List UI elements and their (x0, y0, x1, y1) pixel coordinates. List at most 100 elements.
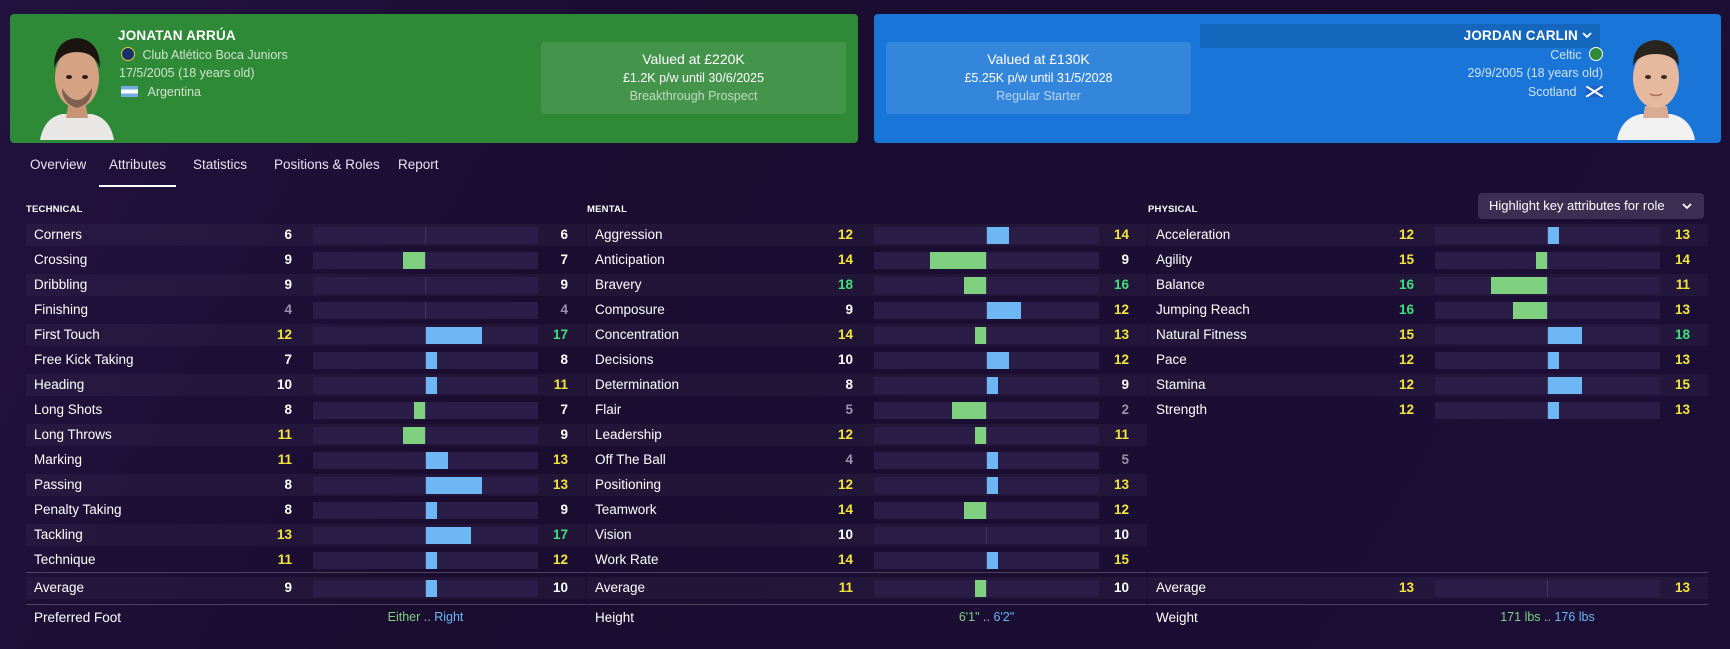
player-photo-left[interactable] (32, 22, 122, 140)
attribute-value-right: 15 (1113, 552, 1129, 567)
attribute-row[interactable]: Technique 11 12 (26, 549, 586, 571)
attribute-row[interactable]: Concentration 14 13 (587, 324, 1147, 346)
attribute-bar (313, 402, 538, 419)
attribute-bar (874, 477, 1099, 494)
bar-midline (425, 452, 426, 469)
attribute-row[interactable]: Jumping Reach 16 13 (1148, 299, 1708, 321)
attribute-row[interactable]: Natural Fitness 15 18 (1148, 324, 1708, 346)
attribute-name: Corners (34, 227, 83, 242)
tab-report[interactable]: Report (398, 157, 439, 172)
bar-fill-right (426, 527, 471, 544)
attribute-row[interactable]: Acceleration 12 13 (1148, 224, 1708, 246)
tab-statistics[interactable]: Statistics (193, 157, 248, 172)
bar-midline (1547, 402, 1548, 419)
bar-fill-right (426, 580, 438, 597)
attribute-row[interactable]: Positioning 12 13 (587, 474, 1147, 496)
attribute-bar (313, 427, 538, 444)
attribute-row[interactable]: Stamina 12 15 (1148, 374, 1708, 396)
extra-value-left: 6'1" (958, 610, 980, 624)
attribute-row[interactable]: Crossing 9 7 (26, 249, 586, 271)
attribute-value-left: 12 (1398, 352, 1414, 367)
dob-right: 29/9/2005 (18 years old) (1467, 66, 1603, 80)
attribute-row[interactable]: Bravery 18 16 (587, 274, 1147, 296)
attribute-bar (313, 377, 538, 394)
attribute-row[interactable]: Leadership 12 11 (587, 424, 1147, 446)
bar-midline (986, 502, 987, 519)
average-bar (874, 580, 1099, 597)
attribute-name: Long Throws (34, 427, 112, 442)
divider (1148, 572, 1708, 573)
attribute-row[interactable]: Dribbling 9 9 (26, 274, 586, 296)
nation-row-left: Argentina (121, 85, 201, 99)
attribute-row[interactable]: Passing 8 13 (26, 474, 586, 496)
attribute-name: Stamina (1156, 377, 1206, 392)
tab-overview[interactable]: Overview (30, 157, 87, 172)
attribute-value-right: 17 (552, 327, 568, 342)
attribute-bar (874, 227, 1099, 244)
player-name-left[interactable]: JONATAN ARRÚA (118, 28, 236, 43)
attribute-bar (313, 302, 538, 319)
extra-label: Preferred Foot (34, 610, 122, 625)
bar-midline (1547, 302, 1548, 319)
attribute-row[interactable]: Off The Ball 4 5 (587, 449, 1147, 471)
attribute-name: Vision (595, 527, 632, 542)
attribute-row[interactable]: Marking 11 13 (26, 449, 586, 471)
bar-midline (1547, 580, 1548, 597)
attribute-row[interactable]: Finishing 4 4 (26, 299, 586, 321)
attribute-row[interactable]: Vision 10 10 (587, 524, 1147, 546)
attribute-row[interactable]: Decisions 10 12 (587, 349, 1147, 371)
average-bar (313, 580, 538, 597)
nation-left[interactable]: Argentina (147, 85, 201, 99)
attribute-row[interactable]: Balance 16 11 (1148, 274, 1708, 296)
bar-fill-left (1491, 277, 1547, 294)
bar-fill-right (1548, 327, 1582, 344)
attribute-row[interactable]: Work Rate 14 15 (587, 549, 1147, 571)
attribute-value-right: 9 (560, 277, 568, 292)
attribute-value-left: 6 (284, 227, 292, 242)
attribute-row[interactable]: Corners 6 6 (26, 224, 586, 246)
bar-midline (986, 527, 987, 544)
player-name-right: JORDAN CARLIN (1463, 28, 1578, 43)
attribute-row[interactable]: Tackling 13 17 (26, 524, 586, 546)
attribute-row[interactable]: Long Throws 11 9 (26, 424, 586, 446)
player-photo-right[interactable] (1611, 22, 1701, 140)
average-bar (1435, 580, 1660, 597)
club-name-right[interactable]: Celtic (1550, 48, 1582, 62)
bar-midline (425, 580, 426, 597)
attribute-row[interactable]: Penalty Taking 8 9 (26, 499, 586, 521)
attribute-name: Work Rate (595, 552, 659, 567)
attribute-row[interactable]: Flair 5 2 (587, 399, 1147, 421)
attribute-value-left: 8 (845, 377, 853, 392)
bar-fill-left (974, 580, 986, 597)
attribute-row[interactable]: Long Shots 8 7 (26, 399, 586, 421)
player-select-dropdown[interactable]: JORDAN CARLIN (1200, 24, 1600, 48)
bar-fill-left (402, 427, 425, 444)
attribute-value-left: 9 (845, 302, 853, 317)
nation-right[interactable]: Scotland (1527, 85, 1577, 99)
attribute-row[interactable]: First Touch 12 17 (26, 324, 586, 346)
attribute-row[interactable]: Determination 8 9 (587, 374, 1147, 396)
attribute-row[interactable]: Composure 9 12 (587, 299, 1147, 321)
bar-midline (425, 277, 426, 294)
attribute-name: Marking (34, 452, 83, 467)
attribute-name: Tackling (34, 527, 83, 542)
attribute-bar (874, 327, 1099, 344)
attribute-row[interactable]: Pace 12 13 (1148, 349, 1708, 371)
bar-midline (425, 252, 426, 269)
attribute-value-left: 18 (837, 277, 853, 292)
attribute-row[interactable]: Aggression 12 14 (587, 224, 1147, 246)
attribute-row[interactable]: Anticipation 14 9 (587, 249, 1147, 271)
attribute-row[interactable]: Strength 12 13 (1148, 399, 1708, 421)
tab-positions-roles[interactable]: Positions & Roles (274, 157, 380, 172)
attribute-row[interactable]: Agility 15 14 (1148, 249, 1708, 271)
club-name-left[interactable]: Club Atlético Boca Juniors (142, 48, 288, 62)
average-label: Average (34, 580, 85, 595)
tab-attributes[interactable]: Attributes (98, 157, 177, 187)
attribute-row[interactable]: Heading 10 11 (26, 374, 586, 396)
attribute-row[interactable]: Free Kick Taking 7 8 (26, 349, 586, 371)
attribute-row[interactable]: Teamwork 14 12 (587, 499, 1147, 521)
average-value-right: 10 (1113, 580, 1129, 595)
highlight-key-attributes-dropdown[interactable]: Highlight key attributes for role (1478, 193, 1704, 219)
attribute-value-right: 13 (1674, 302, 1690, 317)
attribute-value-left: 10 (837, 352, 853, 367)
